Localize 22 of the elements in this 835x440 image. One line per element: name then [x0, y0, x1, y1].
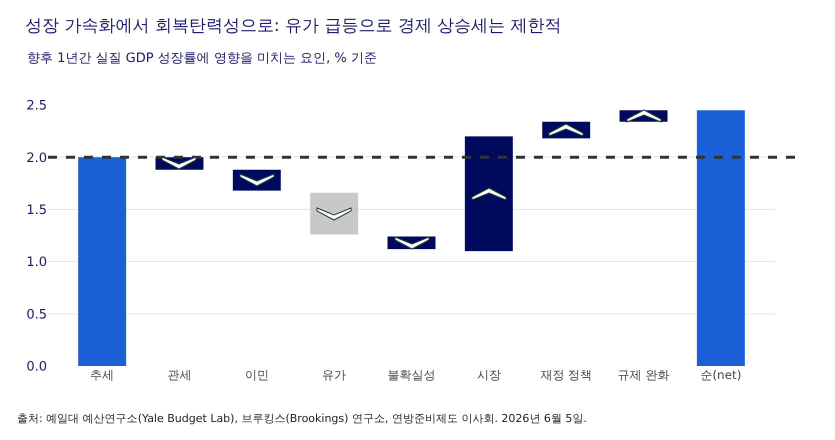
bar: [464, 136, 513, 252]
chart-subtitle: 향후 1년간 실질 GDP 성장률에 영향을 미치는 요인, % 기준: [27, 51, 377, 66]
x-tick-label: 불확실성: [388, 368, 436, 382]
x-tick-label: 규제 완화: [618, 368, 670, 382]
x-tick-label: 재정 정책: [540, 368, 592, 382]
y-tick-label: 1.0: [26, 255, 47, 270]
x-tick-label: 이민: [244, 368, 269, 382]
bar: [78, 157, 126, 366]
x-tick-label: 순(net): [700, 368, 742, 382]
x-tick-label: 유가: [322, 368, 346, 382]
y-tick-label: 2.5: [26, 98, 47, 114]
y-tick-label: 0.5: [26, 307, 47, 322]
y-tick-label: 1.5: [26, 202, 47, 218]
bar: [696, 110, 745, 366]
y-tick-label: 2.0: [26, 150, 47, 166]
x-tick-label: 관세: [167, 368, 192, 382]
x-tick-label: 추세: [90, 368, 114, 382]
y-tick-label: 0.0: [26, 360, 47, 375]
bar: [310, 192, 358, 234]
chart-title: 성장 가속화에서 회복탄력성으로: 유가 급등으로 경제 상승세는 제한적: [25, 16, 562, 36]
x-tick-label: 시장: [476, 368, 501, 382]
source-note: 출처: 예일대 예산연구소(Yale Budget Lab), 브루킹스(Brookings) 연구소, 연방준비제도 이사회. 2026년 6월 5일.: [17, 412, 587, 425]
